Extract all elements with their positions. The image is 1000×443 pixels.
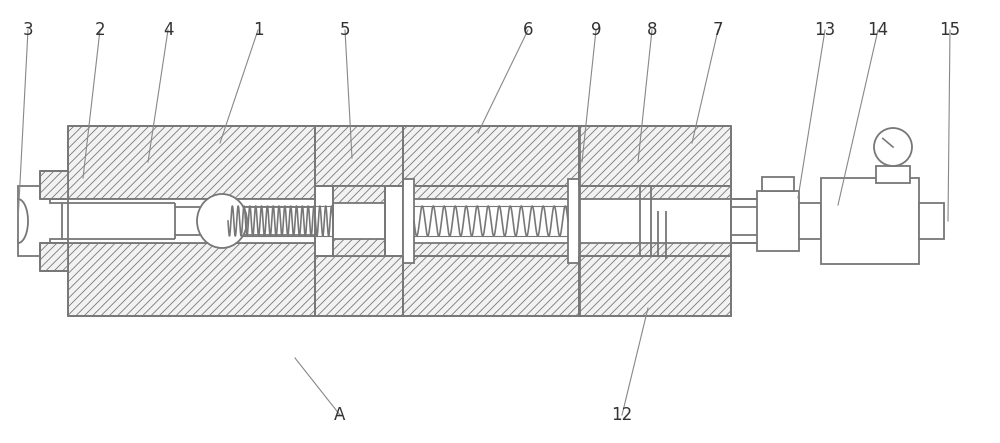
Bar <box>762 177 794 191</box>
Bar <box>68 126 315 199</box>
Bar <box>821 178 919 264</box>
Bar <box>579 199 731 243</box>
Bar <box>403 179 414 263</box>
Text: 15: 15 <box>939 21 961 39</box>
Text: 9: 9 <box>591 21 601 39</box>
Bar <box>40 243 68 271</box>
Text: 13: 13 <box>814 21 836 39</box>
Bar <box>579 256 731 316</box>
Bar <box>568 179 579 263</box>
Text: 1: 1 <box>253 21 263 39</box>
Bar <box>403 256 580 316</box>
Text: 4: 4 <box>163 21 173 39</box>
Bar <box>333 186 385 256</box>
Bar <box>876 166 910 183</box>
Bar <box>333 203 385 239</box>
Bar <box>68 199 315 243</box>
Text: 14: 14 <box>867 21 889 39</box>
Bar <box>403 186 580 256</box>
Bar <box>68 243 315 316</box>
Text: 5: 5 <box>340 21 350 39</box>
Bar <box>315 126 403 186</box>
Ellipse shape <box>197 194 247 248</box>
Text: 2: 2 <box>95 21 105 39</box>
Text: 6: 6 <box>523 21 533 39</box>
Circle shape <box>874 128 912 166</box>
Bar <box>757 191 799 251</box>
Bar <box>579 126 731 186</box>
Bar <box>175 207 315 235</box>
Text: 7: 7 <box>713 21 723 39</box>
Bar <box>403 199 580 243</box>
Bar <box>40 171 68 199</box>
Bar <box>919 203 944 239</box>
Text: 12: 12 <box>611 406 633 424</box>
Text: 8: 8 <box>647 21 657 39</box>
Bar <box>315 256 403 316</box>
Bar <box>799 203 821 239</box>
Bar <box>579 186 731 256</box>
Text: 3: 3 <box>23 21 33 39</box>
Polygon shape <box>18 186 62 256</box>
Text: A: A <box>334 406 346 424</box>
Bar <box>403 126 580 186</box>
